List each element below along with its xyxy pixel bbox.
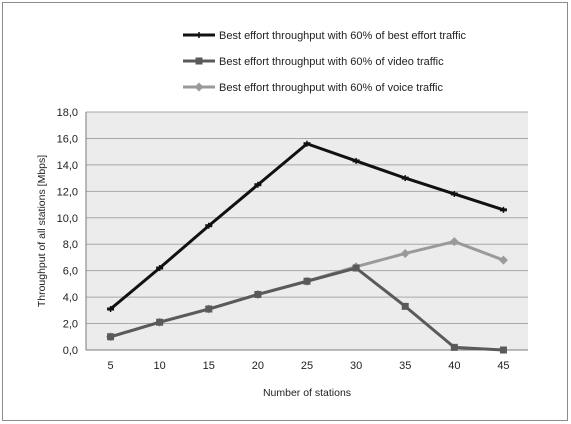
legend-label: Best effort throughput with 60% of voice… bbox=[219, 82, 443, 94]
x-tick-label: 5 bbox=[107, 360, 113, 372]
legend-item-2: Best effort throughput with 60% of video… bbox=[183, 56, 444, 68]
data-point bbox=[449, 237, 459, 247]
data-point bbox=[254, 290, 262, 298]
x-tick-label: 40 bbox=[448, 360, 460, 372]
legend-label: Best effort throughput with 60% of best … bbox=[219, 30, 467, 42]
y-tick-label: 14,0 bbox=[57, 160, 78, 172]
legend-label: Best effort throughput with 60% of video… bbox=[219, 56, 444, 68]
x-tick-label: 10 bbox=[154, 360, 166, 372]
data-point bbox=[303, 277, 311, 285]
x-tick-label: 25 bbox=[301, 360, 313, 372]
y-tick-label: 8,0 bbox=[63, 239, 78, 251]
x-tick-label: 45 bbox=[497, 360, 509, 372]
legend-marker bbox=[195, 57, 203, 65]
series-group bbox=[106, 140, 508, 354]
y-tick-label: 10,0 bbox=[57, 213, 78, 225]
x-tick-label: 30 bbox=[350, 360, 362, 372]
data-point bbox=[400, 248, 410, 258]
data-point bbox=[156, 318, 164, 326]
legend: Best effort throughput with 60% of best … bbox=[183, 30, 467, 94]
data-point bbox=[498, 255, 508, 265]
legend-marker bbox=[194, 82, 204, 92]
data-point bbox=[205, 305, 213, 313]
y-tick-label: 2,0 bbox=[63, 319, 78, 331]
y-tick-label: 16,0 bbox=[57, 133, 78, 145]
series-1 bbox=[107, 140, 507, 313]
data-point bbox=[352, 264, 360, 272]
y-tick-label: 6,0 bbox=[63, 266, 78, 278]
y-axis-label: Throughput of all stations [Mbps] bbox=[36, 155, 48, 307]
x-axis-label: Number of stations bbox=[263, 387, 351, 399]
data-point bbox=[401, 302, 409, 310]
series-2 bbox=[107, 264, 507, 354]
data-point bbox=[107, 333, 115, 341]
data-point bbox=[450, 343, 458, 351]
legend-item-3: Best effort throughput with 60% of voice… bbox=[183, 82, 443, 94]
x-tick-labels: 5 10 15 20 25 30 35 40 45 bbox=[107, 360, 509, 372]
x-tick-label: 20 bbox=[252, 360, 264, 372]
x-tick-label: 15 bbox=[203, 360, 215, 372]
x-tick-label: 35 bbox=[399, 360, 411, 372]
plot-area bbox=[86, 112, 528, 350]
legend-item-1: Best effort throughput with 60% of best … bbox=[183, 30, 467, 42]
y-tick-label: 4,0 bbox=[63, 292, 78, 304]
data-point bbox=[499, 346, 507, 354]
y-tick-label: 18,0 bbox=[57, 107, 78, 119]
y-tick-labels: 0,0 2,0 4,0 6,0 8,0 10,0 12,0 14,0 16,0 18,0 bbox=[57, 107, 78, 357]
y-tick-label: 12,0 bbox=[57, 186, 78, 198]
y-tick-label: 0,0 bbox=[63, 345, 78, 357]
